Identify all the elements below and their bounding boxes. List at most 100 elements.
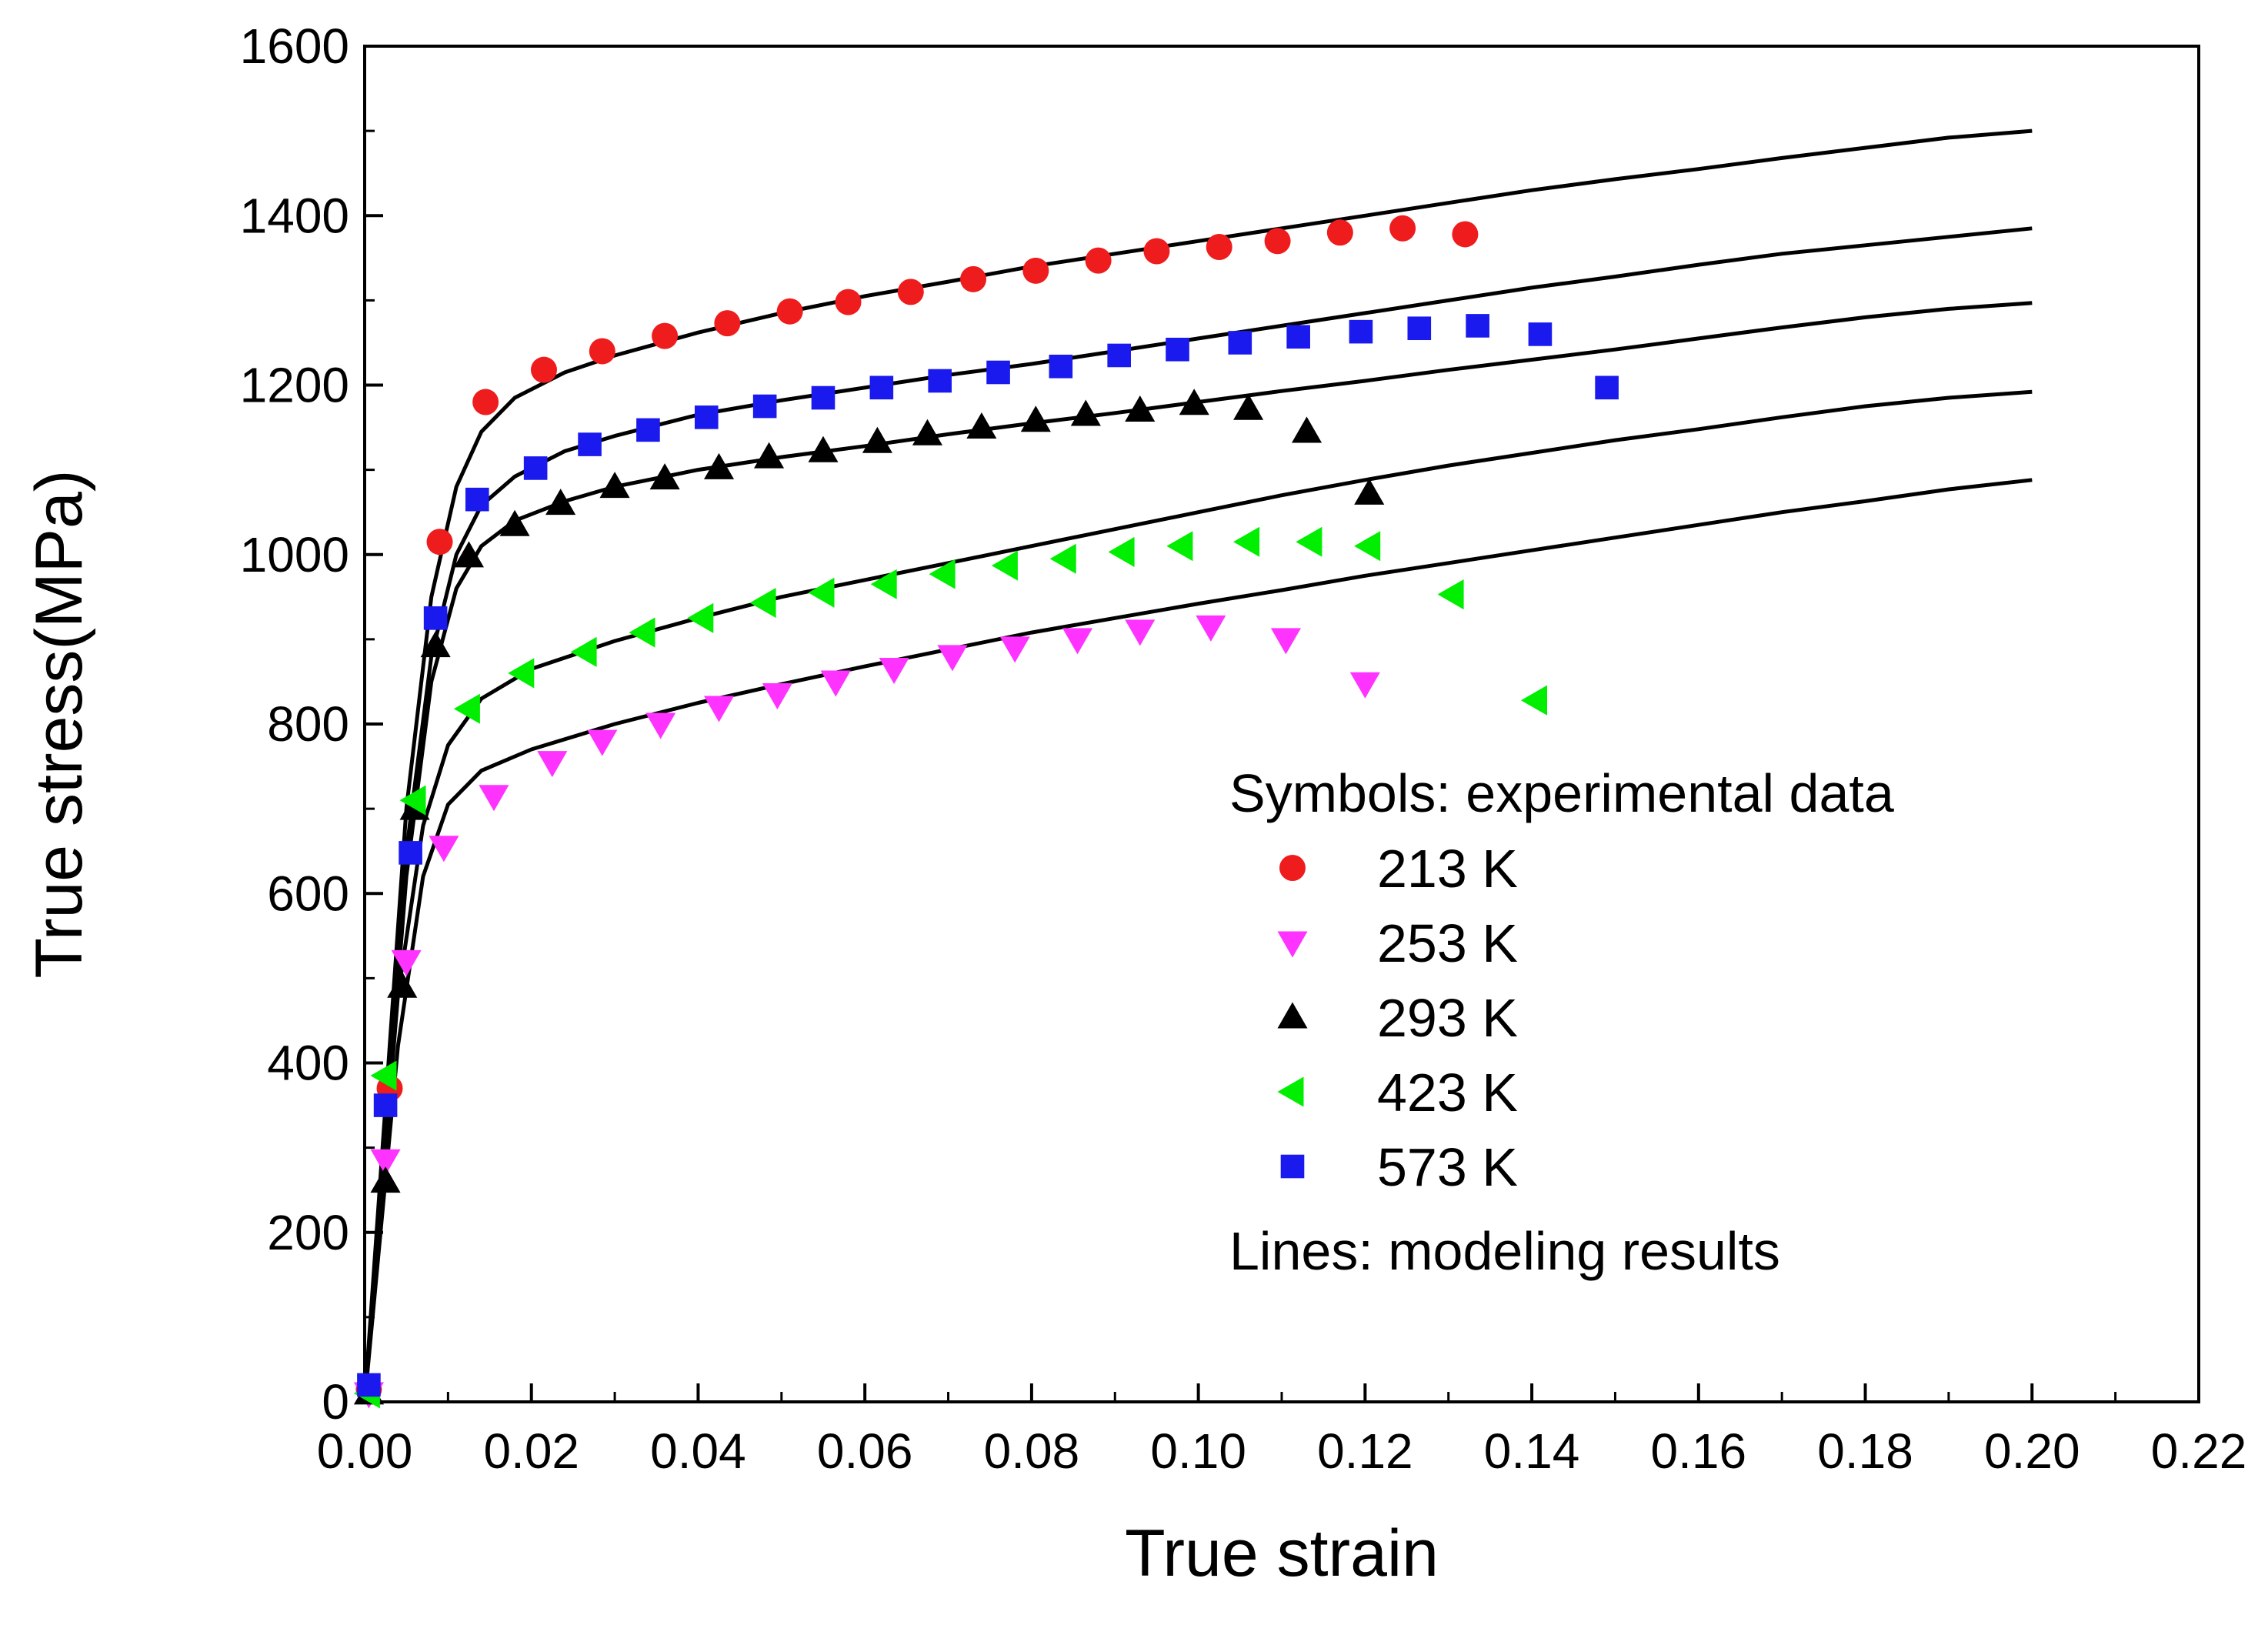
data-point — [537, 751, 568, 778]
data-point — [912, 419, 942, 445]
data-point — [545, 489, 576, 516]
data-point — [649, 463, 680, 490]
data-point — [629, 617, 655, 648]
x-axis: 0.00 0.02 0.04 0.06 0.08 0.10 0.12 0.14 0.16 0.18… — [317, 1383, 2247, 1479]
data-point — [453, 541, 484, 568]
data-point — [704, 696, 735, 722]
legend-marker — [1277, 1076, 1304, 1107]
data-point — [704, 452, 735, 479]
x-tick-label: 0.04 — [650, 1423, 746, 1479]
y-axis: 0 200 400 600 800 1000 1200 1400 1600 — [240, 18, 383, 1430]
data-point — [1264, 228, 1291, 255]
data-point — [869, 375, 894, 400]
data-point — [453, 693, 480, 724]
y-tick-label: 600 — [267, 866, 349, 921]
data-point — [1062, 628, 1093, 655]
data-point — [808, 577, 835, 608]
data-point — [1233, 526, 1260, 557]
data-point — [1437, 579, 1464, 610]
data-point — [479, 785, 509, 812]
data-point — [966, 412, 997, 439]
data-point — [714, 310, 741, 337]
legend-entry: 423 K — [1277, 1063, 1518, 1123]
data-point — [687, 602, 714, 633]
model-line-253-K — [362, 478, 2033, 1403]
x-tick-label: 0.10 — [1150, 1423, 1246, 1479]
data-point — [879, 658, 909, 684]
legend-label: 213 K — [1377, 839, 1518, 899]
data-point — [776, 298, 803, 325]
data-point — [937, 645, 968, 672]
data-point — [991, 550, 1018, 581]
x-tick-label: 0.16 — [1651, 1423, 1747, 1479]
data-point — [1466, 314, 1489, 338]
data-point — [578, 432, 602, 456]
legend-entry: 293 K — [1277, 988, 1518, 1048]
data-point — [1354, 478, 1385, 505]
y-tick-label: 0 — [322, 1374, 349, 1430]
data-point — [1107, 343, 1131, 368]
legend-marker — [1279, 855, 1306, 881]
data-point — [1125, 395, 1156, 422]
data-point — [373, 1093, 398, 1117]
legend-entry: 253 K — [1277, 913, 1518, 973]
legend-label: 253 K — [1377, 913, 1518, 973]
data-point — [835, 289, 862, 315]
x-tick-label: 0.06 — [817, 1423, 913, 1479]
series-573-K — [357, 314, 1619, 1397]
data-point — [420, 631, 451, 658]
data-point — [465, 487, 489, 512]
data-point — [357, 1373, 381, 1397]
data-point — [429, 836, 459, 863]
data-point — [391, 949, 422, 976]
x-tick-label: 0.14 — [1484, 1423, 1580, 1479]
data-point — [399, 841, 422, 865]
data-point — [1528, 322, 1553, 346]
data-point — [928, 369, 952, 393]
data-point — [929, 559, 956, 589]
data-point — [472, 389, 499, 415]
legend-label: 573 K — [1377, 1137, 1518, 1197]
data-point — [1206, 233, 1232, 260]
data-point — [862, 426, 892, 453]
data-point — [811, 385, 835, 410]
x-tick-label: 0.22 — [2151, 1423, 2247, 1479]
data-point — [499, 509, 530, 536]
data-point — [870, 569, 897, 599]
data-point — [370, 1149, 401, 1176]
data-point — [423, 606, 448, 630]
y-tick-label: 400 — [267, 1036, 349, 1091]
data-point — [1022, 257, 1049, 284]
data-point — [508, 658, 535, 689]
legend-entry: 573 K — [1280, 1137, 1518, 1197]
data-point — [1166, 531, 1193, 562]
data-point — [589, 338, 615, 365]
data-point — [1389, 215, 1416, 242]
data-point — [1270, 628, 1301, 655]
data-point — [1452, 221, 1479, 248]
data-point — [749, 588, 776, 619]
y-tick-label: 800 — [267, 696, 349, 752]
legend-entries: 213 K 253 K 293 K 423 K 573 K — [1277, 839, 1518, 1197]
x-tick-label: 0.12 — [1317, 1423, 1413, 1479]
data-point — [1326, 219, 1353, 246]
data-point — [645, 712, 676, 739]
data-point — [1233, 393, 1264, 420]
data-markers — [353, 215, 1619, 1409]
legend-marker — [1280, 1154, 1305, 1179]
data-point — [1179, 389, 1209, 415]
data-point — [587, 729, 618, 756]
data-point — [523, 456, 548, 480]
series-253-K — [353, 615, 1380, 1409]
data-point — [986, 360, 1010, 385]
legend-lines-heading: Lines: modeling results — [1229, 1221, 1780, 1281]
model-line-423-K — [362, 389, 2033, 1403]
legend-label: 423 K — [1377, 1063, 1518, 1123]
legend: Symbols: experimental data 213 K 253 K 293… — [1229, 763, 1894, 1281]
data-point — [1292, 416, 1322, 443]
y-tick-label: 200 — [267, 1205, 349, 1260]
data-point — [1143, 238, 1170, 265]
data-point — [752, 394, 777, 419]
data-point — [426, 529, 453, 556]
data-point — [694, 405, 719, 429]
